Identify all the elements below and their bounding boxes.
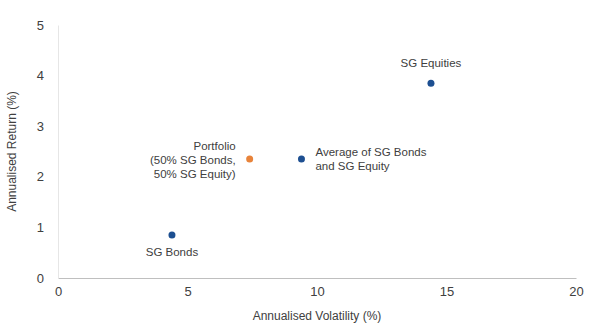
point bbox=[298, 156, 305, 163]
y-tick: 2 bbox=[37, 169, 58, 184]
x-axis: 0 5 10 15 20 bbox=[55, 278, 584, 299]
point-label: Portfolio bbox=[193, 140, 235, 152]
point bbox=[168, 231, 175, 238]
x-tick-label: 0 bbox=[55, 284, 62, 299]
point bbox=[427, 80, 434, 87]
point bbox=[246, 156, 253, 163]
x-tick-label: 10 bbox=[310, 284, 324, 299]
point-label: Average of SG Bonds bbox=[315, 146, 426, 158]
y-tick: 3 bbox=[37, 119, 58, 134]
y-axis-line bbox=[58, 26, 59, 279]
x-tick-label: 5 bbox=[184, 284, 191, 299]
y-tick-label: 3 bbox=[37, 119, 44, 134]
x-tick-label: 15 bbox=[440, 284, 454, 299]
x-tick: 0 bbox=[55, 278, 62, 299]
y-tick-label: 5 bbox=[37, 18, 44, 33]
y-axis: 0 1 2 3 4 5 bbox=[37, 18, 59, 286]
x-tick: 5 bbox=[184, 278, 191, 299]
point-label: 50% SG Equity) bbox=[154, 168, 236, 180]
x-tick: 15 bbox=[440, 278, 454, 299]
y-tick-label: 1 bbox=[37, 220, 44, 235]
point-label: SG Equities bbox=[401, 57, 462, 69]
chart: 0 5 10 15 20 0 1 2 3 4 5 SG Bonds Portfolio (50% SG B… bbox=[0, 0, 600, 326]
point-labels: SG Bonds Portfolio (50% SG Bonds, 50% SG Eq… bbox=[146, 57, 462, 258]
x-axis-title: Annualised Volatility (%) bbox=[253, 309, 382, 323]
plot: 0 5 10 15 20 0 1 2 3 4 5 SG Bonds Portfolio (50% SG B… bbox=[37, 18, 584, 300]
x-tick-label: 20 bbox=[569, 284, 583, 299]
point-label: and SG Equity bbox=[315, 160, 389, 172]
x-tick: 10 bbox=[310, 278, 324, 299]
x-tick: 20 bbox=[569, 278, 583, 299]
y-tick-label: 0 bbox=[37, 271, 44, 286]
y-tick: 0 bbox=[37, 271, 58, 286]
point-label: SG Bonds bbox=[146, 246, 199, 258]
y-tick: 1 bbox=[37, 220, 58, 235]
y-axis-title: Annualised Return (%) bbox=[5, 91, 19, 212]
y-tick-label: 4 bbox=[37, 68, 44, 83]
y-tick-label: 2 bbox=[37, 169, 44, 184]
y-tick: 5 bbox=[37, 18, 58, 33]
y-tick: 4 bbox=[37, 68, 58, 83]
point-label: (50% SG Bonds, bbox=[150, 154, 236, 166]
x-axis-line bbox=[59, 278, 577, 279]
